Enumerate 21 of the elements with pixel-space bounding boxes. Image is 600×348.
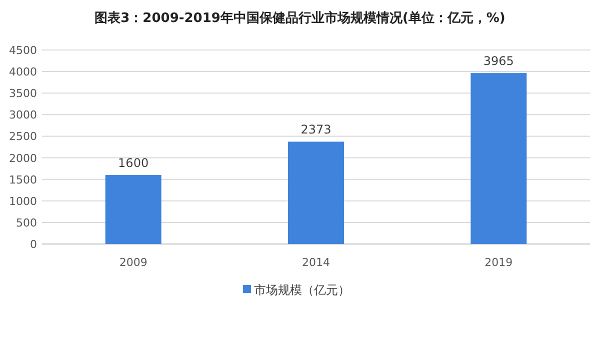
x-tick-label: 2019 bbox=[484, 256, 513, 269]
y-tick-label: 3500 bbox=[9, 87, 37, 100]
chart-title: 图表3：2009-2019年中国保健品行业市场规模情况(单位：亿元，%) bbox=[94, 10, 506, 26]
y-tick-label: 500 bbox=[16, 216, 37, 230]
x-tick-label: 2014 bbox=[302, 256, 330, 269]
y-tick-label: 1000 bbox=[9, 194, 37, 208]
y-tick-label: 2500 bbox=[9, 130, 37, 144]
y-tick-label: 0 bbox=[30, 238, 37, 251]
y-tick-label: 3000 bbox=[9, 108, 37, 122]
data-label: 1600 bbox=[118, 156, 149, 170]
data-label: 2373 bbox=[300, 122, 332, 137]
x-tick-label: 2009 bbox=[119, 256, 148, 269]
legend-label: 市场规模（亿元） bbox=[254, 283, 350, 297]
y-tick-label: 4000 bbox=[9, 66, 37, 79]
bar bbox=[288, 142, 344, 244]
bar bbox=[105, 175, 162, 244]
y-tick-label: 2000 bbox=[9, 152, 37, 165]
y-tick-label: 4500 bbox=[9, 44, 37, 57]
y-tick-label: 1500 bbox=[9, 173, 37, 186]
data-label: 3965 bbox=[483, 54, 514, 68]
bar bbox=[470, 73, 527, 244]
